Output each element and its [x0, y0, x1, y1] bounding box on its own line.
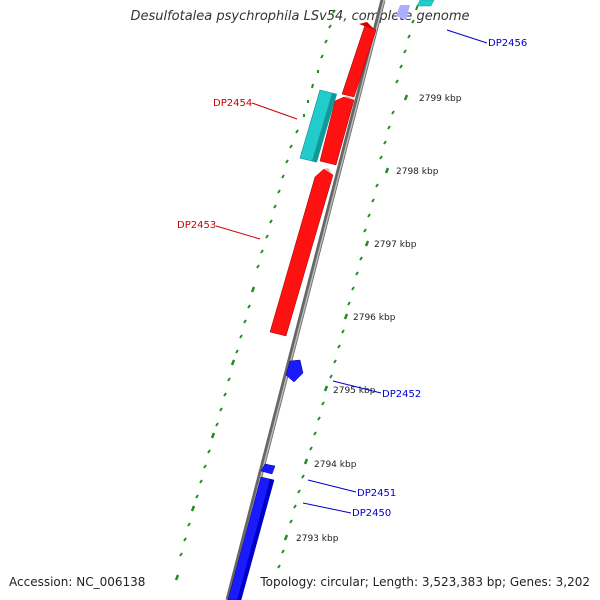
rna-feature-dp2454[interactable]: [299, 89, 337, 163]
accession-text: Accession: NC_006138: [9, 575, 146, 589]
gene-dp2453-feature[interactable]: [269, 168, 334, 337]
gene-dp2454-feature[interactable]: [319, 96, 355, 166]
tick-label-2794: 2794 kbp: [314, 460, 357, 470]
gene-dp2450-feature[interactable]: [227, 476, 275, 600]
topology-text: Topology: circular; Length: 3,523,383 bp…: [260, 575, 590, 589]
gene-label-dp2454[interactable]: DP2454: [213, 98, 252, 109]
gene-label-dp2452[interactable]: DP2452: [382, 389, 421, 400]
outer-tick-ring: [174, 9, 336, 581]
tick-label-2795: 2795 kbp: [333, 386, 376, 396]
tick-label-2796: 2796 kbp: [353, 313, 396, 323]
tick-label-2797: 2797 kbp: [374, 240, 417, 250]
rna-feature-top[interactable]: [341, 22, 377, 98]
gene-label-dp2450[interactable]: DP2450: [352, 508, 391, 519]
tick-label-2793: 2793 kbp: [296, 534, 339, 544]
gene-label-dp2453[interactable]: DP2453: [177, 220, 216, 231]
gene-dp2452-feature[interactable]: [285, 359, 304, 383]
genome-title: Desulfotalea psychrophila LSv54, complet…: [130, 9, 470, 24]
tick-label-2799: 2799 kbp: [419, 94, 462, 104]
gene-dp2451-feature[interactable]: [260, 463, 276, 475]
gene-label-dp2456[interactable]: DP2456: [488, 38, 527, 49]
label-leaders: [215, 29, 488, 514]
inner-tick-ring: [277, 4, 419, 569]
gene-dp2456-feature[interactable]: [396, 0, 435, 20]
tick-label-2798: 2798 kbp: [396, 167, 439, 177]
gene-label-dp2451[interactable]: DP2451: [357, 488, 396, 499]
